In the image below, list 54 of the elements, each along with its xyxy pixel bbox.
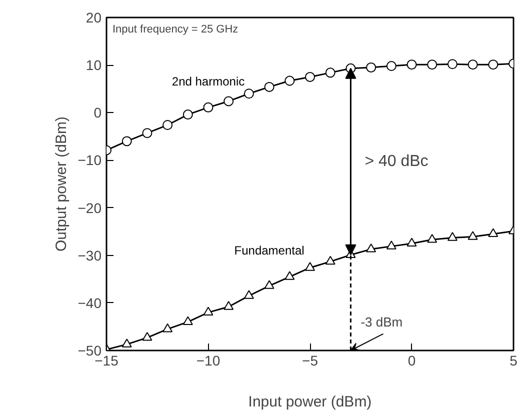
x-axis-title: Input power (dBm): [248, 394, 372, 410]
point: [366, 243, 376, 252]
x-tick-label: 5: [510, 352, 518, 368]
point: [203, 306, 214, 316]
point: [386, 240, 396, 250]
point: [284, 76, 295, 86]
point: [244, 290, 254, 299]
point: [427, 60, 438, 70]
y-tick-label: −30: [78, 247, 102, 264]
point: [427, 234, 438, 243]
point: [224, 301, 234, 310]
point: [264, 280, 274, 289]
point: [182, 316, 193, 326]
point: [142, 332, 152, 341]
point: [447, 59, 458, 70]
point: [325, 256, 336, 265]
point: [468, 231, 478, 240]
point: [244, 88, 254, 99]
series-label: 2nd harmonic: [172, 74, 245, 88]
x-tick-label: −10: [196, 352, 220, 368]
y-tick-label: 20: [86, 10, 102, 26]
point: [142, 128, 152, 138]
x-tick-label: −5: [302, 352, 318, 368]
point: [488, 60, 498, 70]
annotation: Input frequency = 25 GHz: [112, 24, 238, 36]
point: [305, 72, 315, 82]
y-tick-label: −40: [78, 294, 102, 311]
x-tick-label: 0: [408, 352, 416, 368]
point: [325, 68, 336, 78]
point: [224, 96, 234, 106]
point: [284, 271, 295, 280]
y-tick-label: 0: [94, 104, 102, 121]
annotation: > 40 dBc: [364, 153, 428, 170]
series-label: Fundamental: [234, 243, 304, 258]
point: [488, 228, 498, 238]
point: [162, 120, 173, 130]
point: [468, 60, 478, 70]
point: [366, 62, 376, 72]
y-axis-title: Output power (dBm): [52, 116, 70, 252]
point: [305, 262, 315, 271]
point: [406, 238, 417, 247]
point: [447, 232, 458, 241]
y-tick-label: −10: [78, 152, 102, 168]
point: [386, 61, 396, 72]
ref-line-label: -3 dBm: [360, 314, 403, 330]
point: [406, 60, 417, 70]
point: [182, 110, 193, 120]
point: [203, 102, 214, 112]
y-tick-label: 10: [86, 57, 102, 74]
y-tick-label: −20: [78, 200, 102, 216]
point: [264, 82, 274, 92]
point: [162, 323, 173, 332]
point: [122, 136, 132, 146]
point: [122, 338, 132, 348]
